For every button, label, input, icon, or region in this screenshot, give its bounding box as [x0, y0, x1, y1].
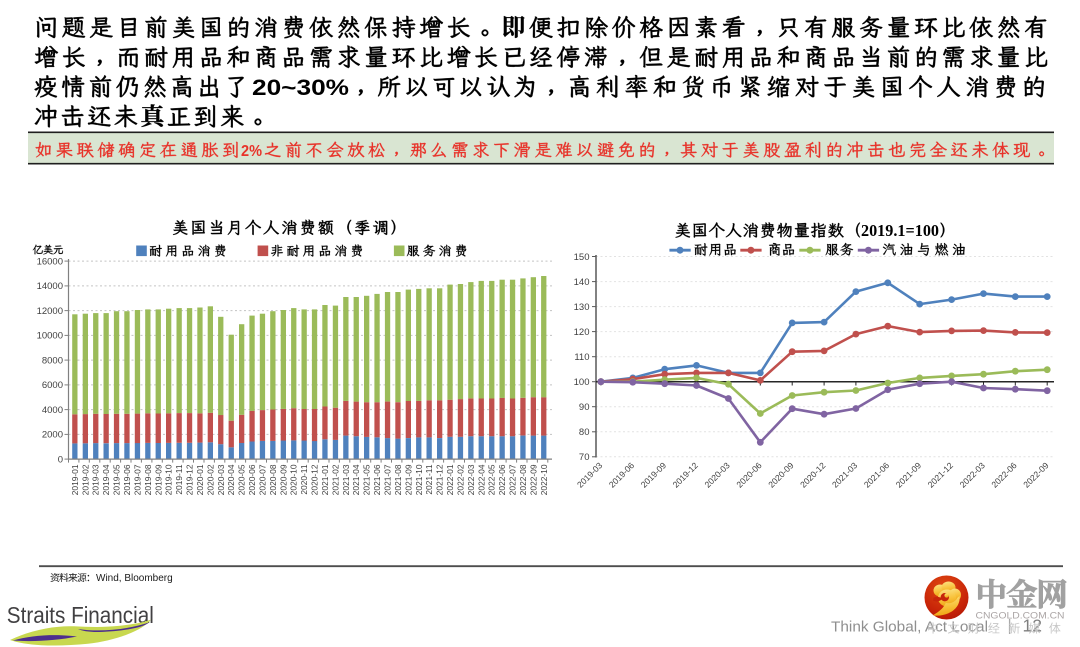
svg-text:2022-05: 2022-05 — [487, 464, 497, 495]
svg-text:|: | — [1008, 618, 1012, 635]
svg-text:2019-05: 2019-05 — [112, 464, 122, 495]
svg-text:2021-06: 2021-06 — [372, 464, 382, 495]
svg-text:2022-01: 2022-01 — [445, 464, 455, 495]
svg-text:16000: 16000 — [37, 256, 63, 267]
svg-text:2019-04: 2019-04 — [101, 464, 111, 495]
svg-text:6000: 6000 — [42, 380, 63, 391]
svg-text:140: 140 — [574, 277, 590, 288]
svg-text:0: 0 — [58, 454, 63, 465]
svg-text:Wind, Bloomberg: Wind, Bloomberg — [96, 573, 173, 584]
svg-text:2021-12: 2021-12 — [435, 464, 445, 495]
svg-text:2020-11: 2020-11 — [299, 464, 309, 494]
svg-text:2022-10: 2022-10 — [539, 464, 549, 495]
svg-text:14000: 14000 — [37, 281, 63, 292]
svg-text:2020-06: 2020-06 — [247, 464, 257, 495]
svg-text:2020-08: 2020-08 — [268, 464, 278, 495]
svg-text:12000: 12000 — [37, 306, 63, 317]
svg-text:2021-02: 2021-02 — [330, 464, 340, 495]
svg-text:2020-01: 2020-01 — [195, 464, 205, 495]
svg-text:2021-05: 2021-05 — [362, 464, 372, 495]
svg-text:2021-03: 2021-03 — [341, 464, 351, 495]
svg-text:Think Global, Act Local: Think Global, Act Local — [831, 620, 988, 636]
svg-text:2020-09: 2020-09 — [278, 464, 288, 495]
svg-text:2019-06: 2019-06 — [122, 464, 132, 495]
svg-text:2019-12: 2019-12 — [185, 464, 195, 495]
svg-text:2020-02: 2020-02 — [205, 464, 215, 495]
svg-text:2021-09: 2021-09 — [403, 464, 413, 495]
svg-text:2022-03: 2022-03 — [466, 464, 476, 495]
svg-text:10000: 10000 — [37, 331, 63, 342]
svg-text:2021-04: 2021-04 — [351, 464, 361, 495]
svg-text:4000: 4000 — [42, 405, 63, 416]
svg-text:2021-08: 2021-08 — [393, 464, 403, 495]
svg-text:2019-11: 2019-11 — [174, 464, 184, 494]
svg-text:2%: 2% — [241, 143, 262, 160]
svg-text:8000: 8000 — [42, 355, 63, 366]
svg-text:2020-10: 2020-10 — [289, 464, 299, 495]
svg-text:2022-04: 2022-04 — [476, 464, 486, 495]
svg-text:CNGOLD.COM.CN: CNGOLD.COM.CN — [976, 610, 1065, 620]
svg-text:2022-06: 2022-06 — [497, 464, 507, 495]
svg-text:2019-07: 2019-07 — [132, 464, 142, 495]
svg-text:2022-09: 2022-09 — [528, 464, 538, 495]
svg-text:150: 150 — [574, 252, 590, 263]
svg-text:Straits Financial: Straits Financial — [7, 602, 154, 628]
svg-text:2021-07: 2021-07 — [383, 464, 393, 495]
svg-text:2019-01: 2019-01 — [70, 464, 80, 495]
svg-text:80: 80 — [579, 427, 590, 438]
svg-text:2022-02: 2022-02 — [455, 464, 465, 495]
svg-text:2020-04: 2020-04 — [226, 464, 236, 495]
svg-text:130: 130 — [574, 302, 590, 313]
svg-text:2022-08: 2022-08 — [518, 464, 528, 495]
svg-text:2020-03: 2020-03 — [216, 464, 226, 495]
svg-text:2020-07: 2020-07 — [258, 464, 268, 495]
svg-text:2000: 2000 — [42, 430, 63, 441]
svg-text:90: 90 — [579, 402, 590, 413]
svg-text:2020-12: 2020-12 — [310, 464, 320, 495]
svg-text:100: 100 — [574, 377, 590, 388]
svg-text:20~30%: 20~30% — [252, 75, 349, 100]
svg-text:2021-11: 2021-11 — [424, 464, 434, 494]
svg-text:2019.1=100: 2019.1=100 — [861, 221, 939, 240]
svg-text:2022-07: 2022-07 — [508, 464, 518, 495]
svg-text:2021-01: 2021-01 — [320, 464, 330, 495]
svg-text:2021-10: 2021-10 — [414, 464, 424, 495]
svg-text:120: 120 — [574, 327, 590, 338]
svg-text:2020-05: 2020-05 — [237, 464, 247, 495]
svg-text:2019-08: 2019-08 — [143, 464, 153, 495]
svg-text:110: 110 — [574, 352, 589, 363]
svg-text:2019-02: 2019-02 — [80, 464, 90, 495]
svg-text:2019-10: 2019-10 — [164, 464, 174, 495]
svg-text:2019-03: 2019-03 — [91, 464, 101, 495]
svg-text:2019-09: 2019-09 — [153, 464, 163, 495]
svg-text:70: 70 — [579, 452, 590, 463]
